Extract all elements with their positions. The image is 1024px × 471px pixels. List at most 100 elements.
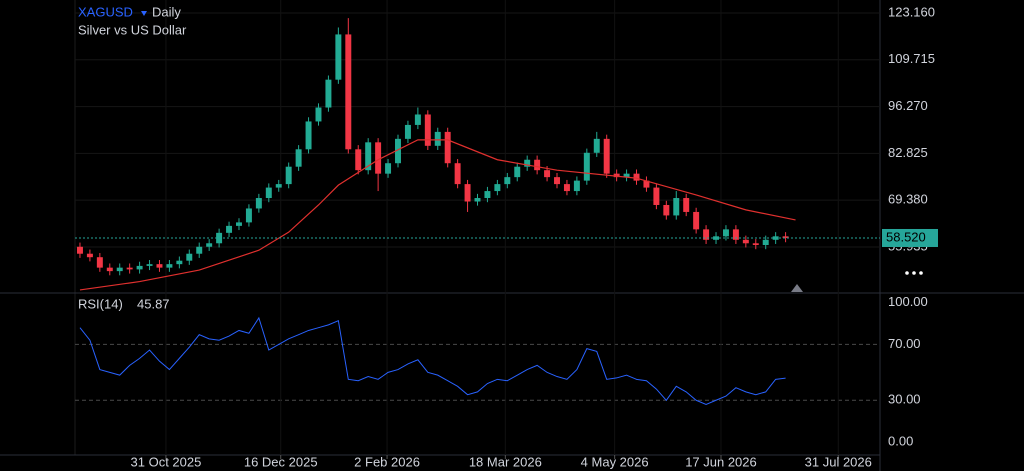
interval[interactable]: Daily [152,4,181,19]
candle-body [285,166,292,185]
candle-body [534,159,541,171]
candle-body [126,267,133,270]
candle-body [106,267,113,272]
candle-body [424,114,431,146]
candle-body [762,239,769,246]
price-label-box [882,228,938,247]
rsi-title: RSI(14) [78,296,123,311]
candle-body [484,191,491,199]
candle-body [136,265,143,270]
candle-body [544,170,551,178]
x-tick-label: 31 Jul 2026 [805,454,872,469]
x-tick-label: 18 Mar 2026 [469,454,542,469]
candle-body [385,163,392,174]
candle-body [166,264,173,268]
candle-body [315,107,322,122]
candle-body [156,264,163,268]
candle-body [613,173,620,178]
candle-body [732,229,739,240]
dot [905,271,909,275]
candle-body [76,246,83,254]
candle-body [255,198,262,209]
candle-body [504,177,511,185]
x-tick-label: 4 May 2026 [581,454,649,469]
y-tick-label: 30.00 [888,392,921,407]
candle-body [464,184,471,202]
candle-body [454,163,461,185]
symbol[interactable]: XAGUSD [78,4,133,19]
candle-body [524,159,531,167]
candle-body [404,124,411,139]
candle-body [494,184,501,192]
candle-body [186,253,193,261]
candle-body [245,208,252,223]
x-tick-label: 17 Jun 2026 [685,454,757,469]
candle-body [375,142,382,174]
candle-body [176,260,183,265]
candle-body [196,246,203,254]
moving-average [79,139,796,291]
candle-body [593,138,600,153]
candle-body [693,211,700,230]
candle-body [653,187,660,205]
candle-body [325,79,332,108]
candle-body [603,138,610,174]
candle-body [414,114,421,125]
y-tick-label: 100.00 [888,294,928,309]
candle-body [623,173,630,178]
candle-body [514,166,521,178]
candle-body [663,204,670,216]
candle-body [345,34,352,150]
subtitle: Silver vs US Dollar [78,22,187,37]
symbol-menu-icon[interactable] [141,11,147,16]
candle-body [96,257,103,268]
y-tick-label: 96.270 [888,98,928,113]
candle-body [683,198,690,212]
candle-body [643,180,650,188]
candle-body [146,264,153,266]
candle-body [583,152,590,181]
y-tick-label: 69.380 [888,192,928,207]
candle-body [86,253,93,258]
candle-body [722,229,729,237]
y-tick-label: 109.715 [888,51,935,66]
candle-body [703,229,710,240]
dot [919,271,923,275]
rsi-last-value: 45.87 [137,296,170,311]
x-tick-label: 16 Dec 2025 [244,454,318,469]
candle-body [226,225,233,233]
rsi-line [79,316,786,406]
candle-body [782,236,789,238]
candle-body [474,198,481,202]
candle-body [265,187,272,199]
y-tick-label: 123.160 [888,4,935,19]
y-tick-label: 82.825 [888,145,928,160]
candle-body [236,222,242,226]
candle-body [206,243,213,247]
candle-body [295,149,302,167]
labels: 123.160109.71596.27082.82569.38055.93558… [131,4,938,469]
candle-body [355,149,362,171]
candle-body [395,138,401,164]
x-tick-label: 31 Oct 2025 [131,454,202,469]
candle-body [434,131,441,146]
candle-body [116,267,123,272]
candle-body [305,121,312,150]
more-icon[interactable] [905,271,923,275]
dot [912,271,916,275]
candle-body [444,131,451,164]
candle-body [742,239,749,244]
candle-body [573,180,580,192]
candle-body [365,142,372,171]
candle-body [335,34,342,80]
candle-body [673,198,680,216]
candle-body [554,177,560,185]
candle-body [633,173,640,181]
y-tick-label: 70.00 [888,336,921,351]
price-label: 58.520 [886,229,926,244]
x-tick-label: 2 Feb 2026 [354,454,420,469]
scroll-icon[interactable] [791,284,803,292]
